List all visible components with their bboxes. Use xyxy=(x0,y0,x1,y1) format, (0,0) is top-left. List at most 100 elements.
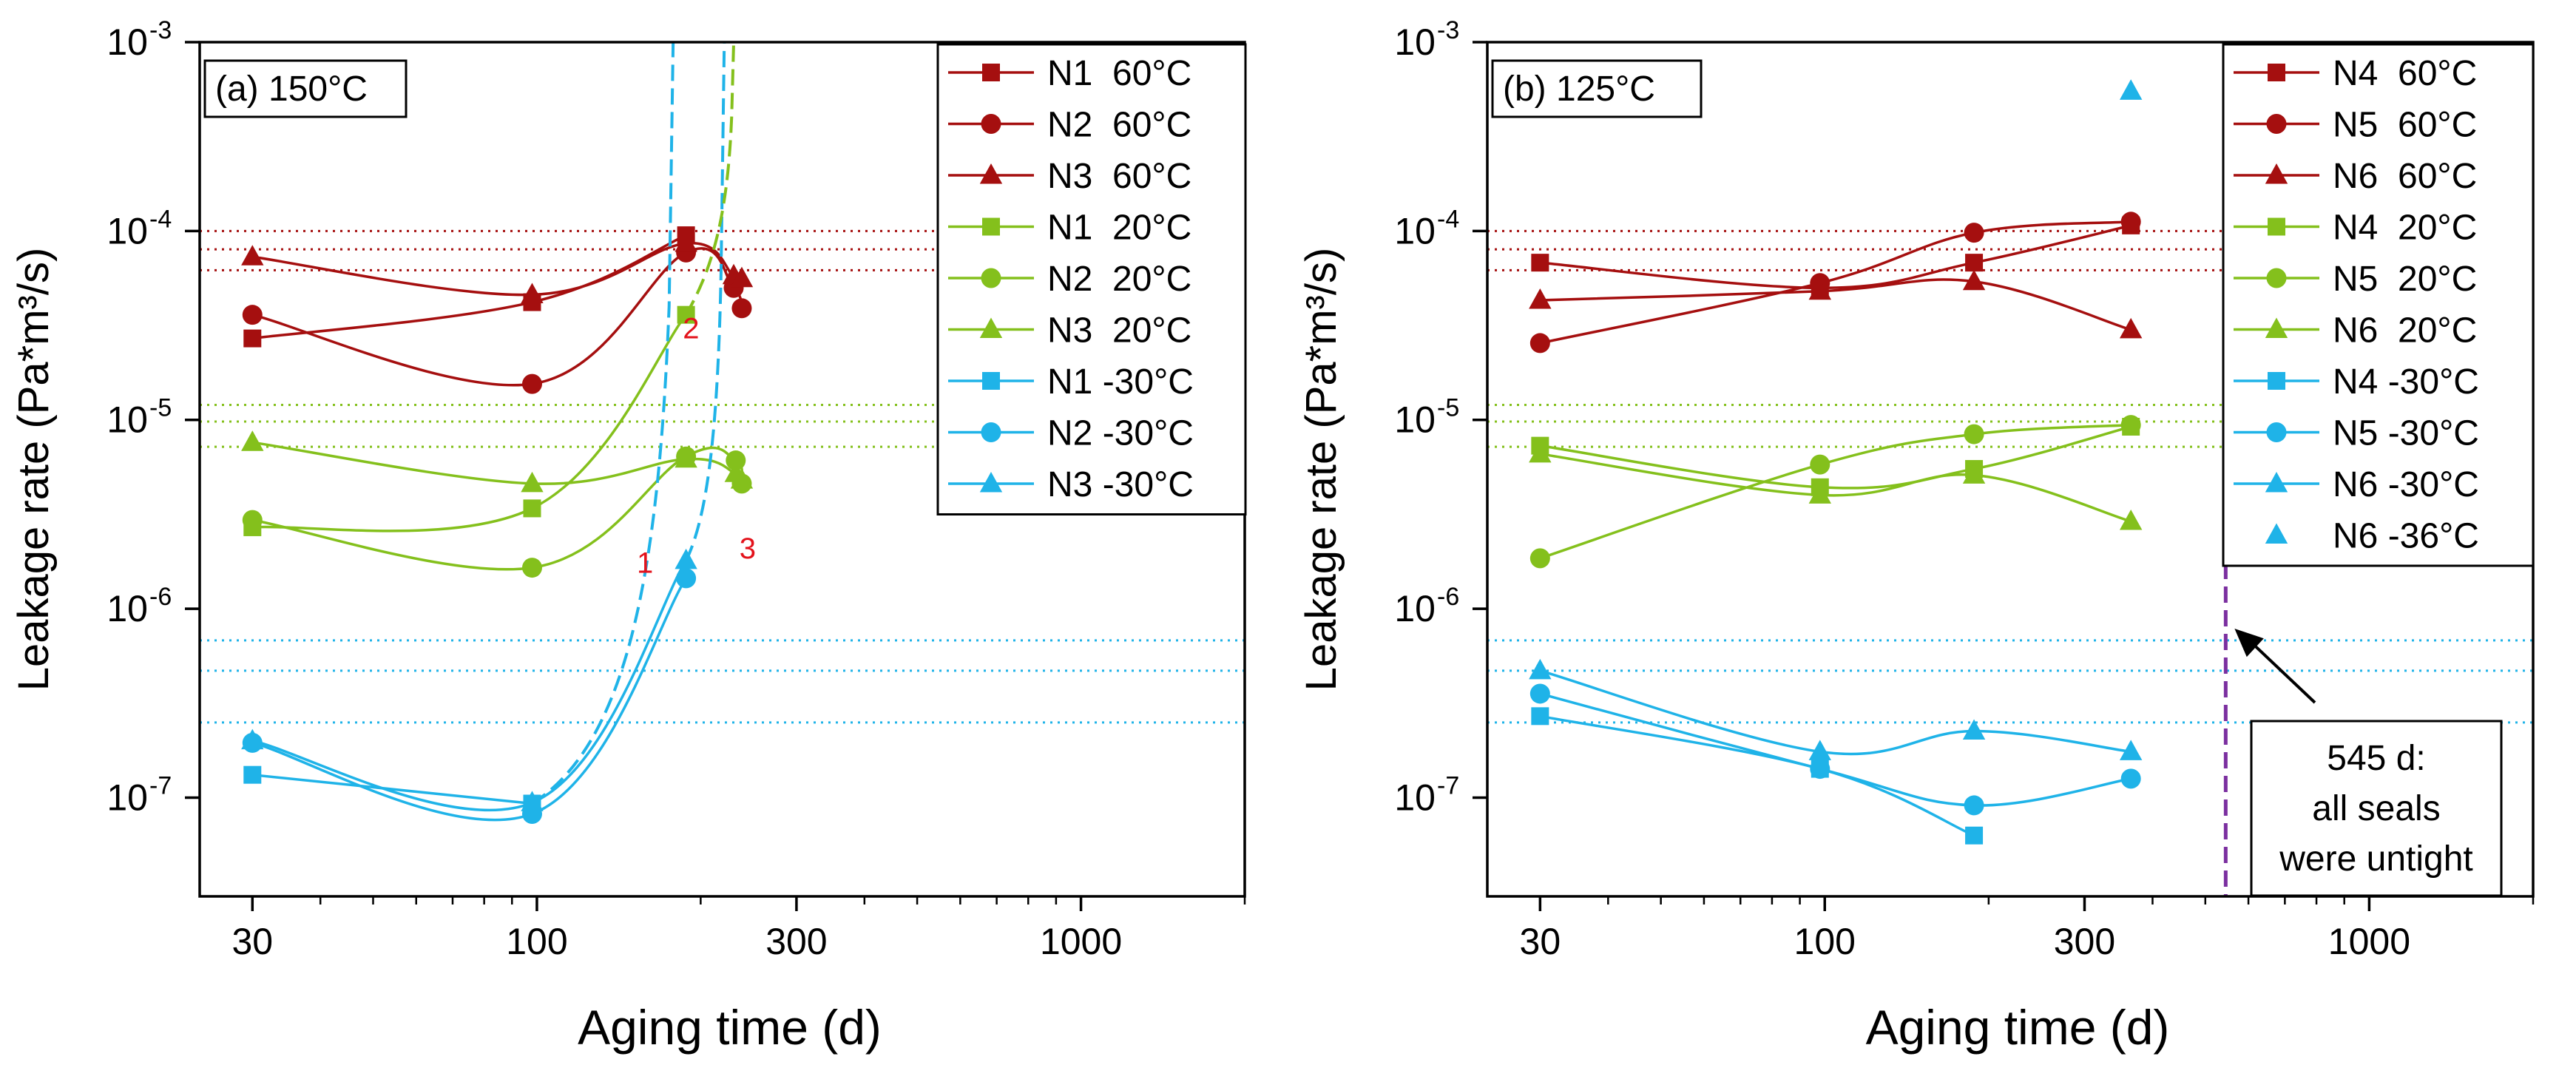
ytick-exp--3: -3 xyxy=(149,16,172,44)
point-n3-20c-1 xyxy=(241,430,264,451)
legend-marker-n6-20c xyxy=(2265,317,2288,339)
annotation-2: 2 xyxy=(683,313,699,345)
ytick-exp--4: -4 xyxy=(1437,205,1459,233)
curve-n6-20c xyxy=(1540,453,2132,523)
legend-marker-n1-60c xyxy=(982,64,1000,81)
failure-curve-3 xyxy=(684,41,726,561)
callout-line-2: all seals xyxy=(2312,789,2440,828)
point-n2-30c-3 xyxy=(676,568,697,589)
point-n1-60c-1 xyxy=(243,329,262,348)
legend-label-n6-20c: N6 20°C xyxy=(2333,311,2477,351)
point-n4-60c-1 xyxy=(1531,254,1549,272)
point-n3-60c-2 xyxy=(521,283,544,304)
ytick-exp--5: -5 xyxy=(1437,394,1459,422)
point-n6-30c-1 xyxy=(1529,658,1552,680)
point-n5-20c-3 xyxy=(1964,424,1984,444)
curve-n6-60c xyxy=(1540,278,2132,331)
legend-label-n2-30c: N2 -30°C xyxy=(1047,414,1194,453)
point-n3-20c-5 xyxy=(730,468,754,489)
annotation-3: 3 xyxy=(740,532,756,565)
legend-label-n6-30c: N6 -30°C xyxy=(2333,465,2479,504)
xtick-label-30: 30 xyxy=(1520,921,1561,962)
ytick-exp--6: -6 xyxy=(149,583,172,611)
point-n2-60c-2 xyxy=(521,373,542,394)
xtick-label-30: 30 xyxy=(231,921,273,962)
point-n5-30c-4 xyxy=(2120,768,2141,789)
point-n6-20c-4 xyxy=(2119,510,2143,530)
ytick-exp--7: -7 xyxy=(149,771,172,799)
annotation-1: 1 xyxy=(637,547,653,580)
xtick-label-100: 100 xyxy=(506,921,567,962)
point-n4-30c-1 xyxy=(1531,707,1549,726)
ytick-label--3: 10 xyxy=(1394,21,1436,63)
ytick-label--4: 10 xyxy=(1394,210,1436,251)
panel-label: (a) 150°C xyxy=(215,70,368,109)
curve-n5-60c xyxy=(1539,220,2132,345)
point-n5-30c-1 xyxy=(1529,683,1550,704)
failure-curve-1 xyxy=(531,41,675,805)
point-n3-30c-1 xyxy=(241,728,264,750)
legend-label-n2-60c: N2 60°C xyxy=(1047,106,1191,145)
point-n6-30c-4 xyxy=(2119,740,2143,760)
point-n6-60c-4 xyxy=(2119,317,2143,339)
point-n6-60c-3 xyxy=(1962,269,1986,291)
ytick-label--7: 10 xyxy=(1394,777,1436,818)
ytick-label--7: 10 xyxy=(107,777,148,818)
legend-label-n5-60c: N5 60°C xyxy=(2333,106,2477,145)
point-n6-20c-2 xyxy=(1808,483,1831,504)
point-n5-60c-3 xyxy=(1964,223,1984,243)
point-n5-60c-4 xyxy=(2120,212,2141,232)
point-n3-30c-2 xyxy=(521,791,544,811)
xtick-label-1000: 1000 xyxy=(2328,921,2410,962)
legend-label-n3-60c: N3 60°C xyxy=(1047,157,1191,196)
point-n5-30c-2 xyxy=(1810,759,1830,780)
legend-marker-n3-30c xyxy=(979,472,1003,493)
y-axis-title: Leakage rate (Pa*m³/s) xyxy=(1297,248,1345,692)
legend-marker-n3-60c xyxy=(979,163,1003,184)
point-n2-20c-1 xyxy=(242,510,263,530)
point-n3-60c-1 xyxy=(241,245,264,266)
legend-label-n3-20c: N3 20°C xyxy=(1047,311,1191,351)
callout-arrow-shaft xyxy=(2249,640,2316,704)
x-axis-title: Aging time (d) xyxy=(578,1000,882,1055)
ytick-exp--7: -7 xyxy=(1437,771,1459,799)
legend-marker-n4-60c xyxy=(2268,64,2285,81)
legend-marker-n1-20c xyxy=(982,217,1000,236)
callout-box xyxy=(2250,720,2503,897)
panel-label-box xyxy=(1491,59,1703,118)
legend-label-n1-20c: N1 20°C xyxy=(1047,209,1191,248)
point-n1-20c-3 xyxy=(677,305,695,324)
point-n3-60c-3 xyxy=(675,231,697,252)
point-n5-20c-2 xyxy=(1810,454,1830,475)
point-n6-30c-3 xyxy=(1962,719,1986,740)
legend-label-n4-30c: N4 -30°C xyxy=(2333,362,2479,402)
panel-label-box xyxy=(203,59,408,118)
legend-label-n1-30c: N1 -30°C xyxy=(1047,362,1194,402)
point-n1-30c-1 xyxy=(243,765,262,784)
point-n5-20c-1 xyxy=(1529,548,1550,569)
legend-label-n2-20c: N2 20°C xyxy=(1047,260,1191,299)
ytick-label--5: 10 xyxy=(107,399,148,441)
point-n6-20c-3 xyxy=(1962,463,1986,484)
point-n6-60c-2 xyxy=(1808,279,1831,300)
legend-label-n6-36c: N6 -36°C xyxy=(2333,517,2479,556)
xtick-label-300: 300 xyxy=(765,921,827,962)
legend-marker-n5-60c xyxy=(2266,114,2287,134)
ytick-label--6: 10 xyxy=(107,588,148,629)
legend-marker-n5-30c xyxy=(2266,422,2287,442)
legend-label-n4-60c: N4 60°C xyxy=(2333,54,2477,93)
point-n2-20c-4 xyxy=(726,450,746,471)
point-n3-20c-3 xyxy=(675,447,697,468)
legend-marker-n6-36c xyxy=(2265,523,2288,544)
point-n5-60c-1 xyxy=(1529,333,1550,354)
point-n5-30c-3 xyxy=(1964,795,1984,816)
point-n6-30c-2 xyxy=(1808,740,1831,760)
curve-n6-30c xyxy=(1539,669,2132,756)
legend-label-n5-20c: N5 20°C xyxy=(2333,260,2477,299)
callout-line-1: 545 d: xyxy=(2327,739,2425,778)
point-n4-60c-3 xyxy=(1965,254,1984,272)
xtick-label-1000: 1000 xyxy=(1040,921,1122,962)
legend-marker-n6-60c xyxy=(2265,163,2288,184)
